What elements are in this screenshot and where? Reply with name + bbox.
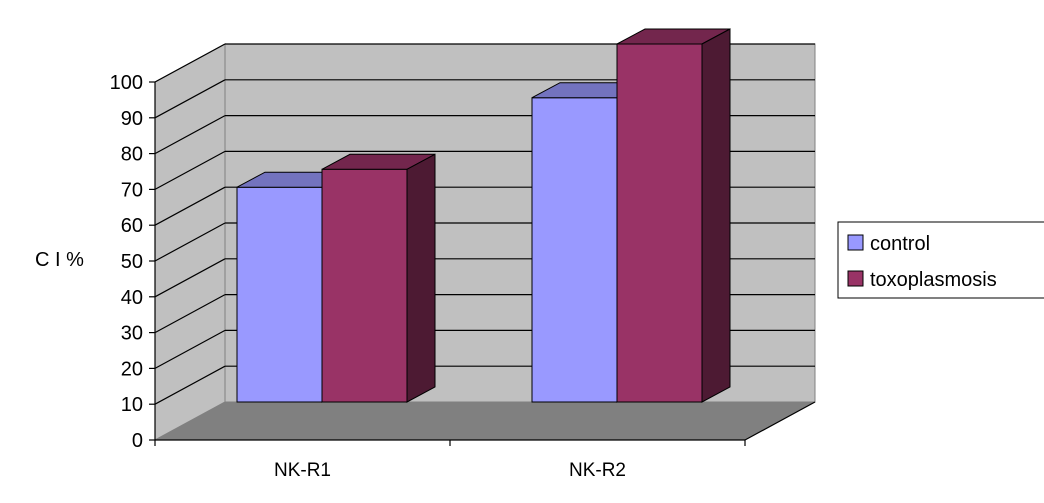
bar-front [321, 168, 408, 403]
gridline-side [154, 222, 226, 262]
gridline-side [154, 186, 226, 226]
legend: control toxoplasmosis [837, 221, 1044, 299]
legend-label: control [870, 233, 930, 255]
y-tick-label: 70 [121, 179, 143, 201]
legend-label: toxoplasmosis [870, 269, 997, 291]
x-tick-label: NK-R1 [274, 460, 331, 481]
floor [155, 402, 815, 440]
y-tick-label: 90 [121, 108, 143, 130]
y-tick-label: 40 [121, 287, 143, 309]
gridline-side [154, 115, 226, 155]
y-tick-label: 20 [121, 358, 143, 380]
gridline-side [154, 329, 226, 369]
gridline-side [154, 150, 226, 190]
gridline-side [154, 79, 226, 119]
bar-side [701, 28, 731, 403]
legend-swatch [847, 234, 864, 251]
floor-edge-right [744, 401, 816, 441]
gridline-side [154, 365, 226, 405]
y-axis-label: C I % [35, 249, 84, 271]
bar-toxoplasmosis-NK-R1 [321, 153, 436, 403]
bar-side [406, 153, 436, 403]
gridline-side [154, 258, 226, 298]
bar-front [236, 186, 323, 403]
x-tick-label: NK-R2 [569, 460, 626, 481]
axes [149, 81, 816, 446]
bar-toxoplasmosis-NK-R2 [616, 28, 731, 403]
y-tick-label: 50 [121, 251, 143, 273]
gridline-side [154, 43, 226, 83]
y-tick-label: 80 [121, 144, 143, 166]
legend-swatch [847, 270, 864, 287]
y-tick-label: 60 [121, 215, 143, 237]
tick-labels: 0 10 20 30 40 50 60 70 80 90 100 NK-R1 NK-R2 [110, 72, 626, 481]
bar-front [616, 43, 703, 403]
legend-box [837, 221, 1044, 299]
gridline-side [154, 294, 226, 334]
y-tick-label: 30 [121, 323, 143, 345]
bar-front [531, 97, 618, 403]
y-tick-label: 100 [110, 72, 143, 94]
y-tick-label: 0 [132, 430, 143, 452]
bars [236, 28, 731, 403]
y-tick-label: 10 [121, 394, 143, 416]
